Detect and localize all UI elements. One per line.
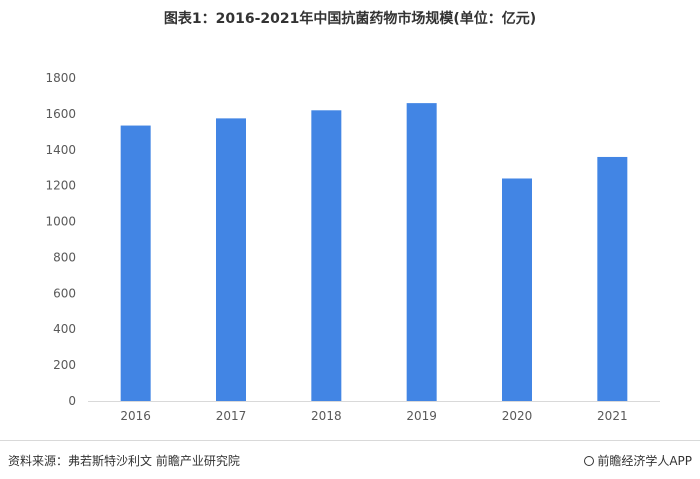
y-tick-label: 1400	[45, 143, 76, 157]
x-axis-ticks: 2016 2017 2018 2019 2020 2021	[120, 409, 627, 423]
bar-2020	[502, 178, 532, 401]
x-tick-label: 2021	[597, 409, 628, 423]
bar-2021	[597, 156, 628, 401]
x-tick-label: 2016	[120, 409, 151, 423]
source-note: 资料来源：弗若斯特沙利文 前瞻产业研究院	[8, 454, 240, 468]
x-tick-label: 2020	[502, 409, 533, 423]
y-tick-label: 800	[53, 250, 76, 264]
y-axis-ticks: 0 200 400 600 800 1000 1200 1400 1600 1800	[45, 71, 76, 408]
footer-divider	[0, 440, 700, 441]
y-tick-label: 200	[53, 358, 76, 372]
chart-title: 图表1：2016-2021年中国抗菌药物市场规模(单位：亿元)	[163, 11, 537, 27]
x-tick-label: 2018	[311, 409, 342, 423]
brand-label: 前瞻经济学人APP	[584, 452, 692, 469]
y-tick-label: 600	[53, 286, 76, 300]
y-tick-label: 400	[53, 322, 76, 336]
y-tick-label: 1600	[45, 107, 76, 121]
bar-2018	[311, 110, 342, 402]
y-tick-label: 1200	[45, 179, 76, 193]
bar-2017	[216, 118, 246, 401]
bar-2016	[120, 125, 151, 401]
x-tick-label: 2017	[216, 409, 247, 423]
x-tick-label: 2019	[406, 409, 437, 423]
y-tick-label: 1800	[45, 71, 76, 85]
y-tick-label: 0	[68, 394, 76, 408]
brand-logo-icon	[584, 456, 595, 466]
y-tick-label: 1000	[45, 215, 76, 229]
bars	[120, 103, 628, 402]
brand-text: 前瞻经济学人APP	[597, 454, 692, 468]
bar-2019	[406, 103, 437, 401]
